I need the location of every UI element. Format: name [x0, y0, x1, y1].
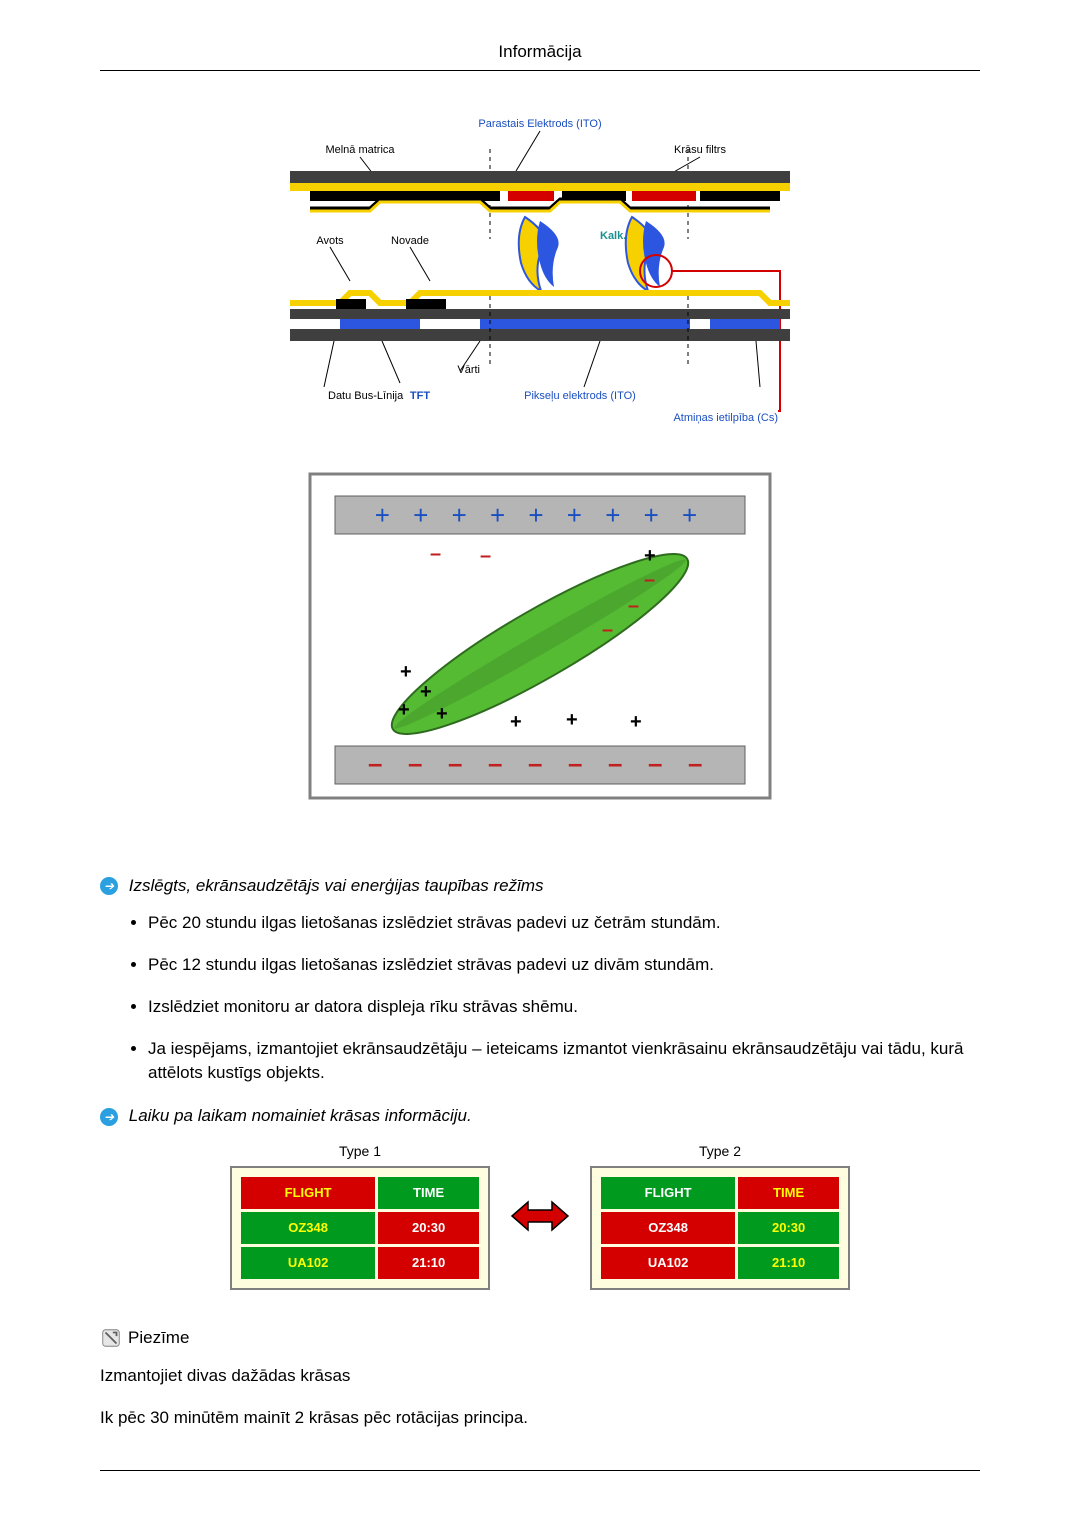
arrow-bullet-icon: ➔	[100, 1108, 118, 1126]
type2-table-frame: FLIGHT TIME OZ348 20:30 UA102 21:10	[590, 1166, 850, 1291]
label-color-filter: Krāsu filtrs	[674, 144, 726, 156]
label-gate: Vārti	[457, 364, 480, 376]
label-common-electrode: Parastais Elektrods (ITO)	[478, 118, 601, 130]
swap-arrow-icon	[510, 1196, 570, 1236]
lc-blob-right	[626, 217, 665, 291]
footer-rule	[100, 1470, 980, 1471]
list-item: Pēc 20 stundu ilgas lietošanas izslēdzie…	[148, 911, 980, 935]
cell: OZ348	[601, 1212, 735, 1244]
list-item: Izslēdziet monitoru ar datora displeja r…	[148, 995, 980, 1019]
th-time: TIME	[378, 1177, 479, 1209]
label-drain: Novade	[391, 235, 429, 247]
svg-text:–: –	[368, 748, 382, 778]
svg-text:–: –	[688, 748, 702, 778]
table-row: FLIGHT TIME	[241, 1177, 479, 1209]
note-icon	[100, 1327, 122, 1349]
label-kalk: Kalk.	[600, 230, 626, 242]
th-flight: FLIGHT	[241, 1177, 375, 1209]
cell: OZ348	[241, 1212, 375, 1244]
color-rotation-tables: Type 1 FLIGHT TIME OZ348 20:30 UA102 21:…	[100, 1142, 980, 1290]
table-row: UA102 21:10	[601, 1247, 839, 1279]
svg-text:+: +	[436, 703, 448, 725]
section-mode-heading: ➔ Izslēgts, ekrānsaudzētājs vai enerģija…	[100, 874, 980, 898]
label-black-matrix: Melnā matrica	[325, 144, 395, 156]
type2-wrap: Type 2 FLIGHT TIME OZ348 20:30 UA102 21:…	[590, 1142, 850, 1290]
label-data-bus: Datu Bus-Līnija	[328, 390, 404, 402]
page-title: Informācija	[498, 42, 581, 61]
list-item: Ja iespējams, izmantojiet ekrānsaudzētāj…	[148, 1037, 980, 1085]
cell: 21:10	[738, 1247, 839, 1279]
section-mode-title: Izslēgts, ekrānsaudzētājs vai enerģijas …	[129, 876, 544, 895]
svg-text:–: –	[628, 595, 639, 617]
svg-text:+: +	[510, 711, 522, 733]
page-header: Informācija	[100, 40, 980, 71]
type1-caption: Type 1	[230, 1142, 490, 1162]
svg-text:–: –	[528, 748, 542, 778]
svg-text:–: –	[430, 543, 441, 565]
table-row: OZ348 20:30	[241, 1212, 479, 1244]
cell: 21:10	[378, 1247, 479, 1279]
svg-text:+: +	[630, 711, 642, 733]
cell: UA102	[241, 1247, 375, 1279]
note-line1: Izmantojiet divas dažādas krāsas	[100, 1364, 980, 1388]
svg-text:–: –	[568, 748, 582, 778]
lc-particle-diagram-svg: + + + + + + + + + ––– ––– ––– – – + – –	[280, 466, 800, 806]
section-color-title: Laiku pa laikam nomainiet krāsas informā…	[129, 1106, 472, 1125]
type1-table-frame: FLIGHT TIME OZ348 20:30 UA102 21:10	[230, 1166, 490, 1291]
svg-text:–: –	[644, 569, 655, 591]
note-line2: Ik pēc 30 minūtēm mainīt 2 krāsas pēc ro…	[100, 1406, 980, 1430]
svg-text:+: +	[400, 661, 412, 683]
type2-table: FLIGHT TIME OZ348 20:30 UA102 21:10	[598, 1174, 842, 1283]
arrow-bullet-icon: ➔	[100, 877, 118, 895]
diagram-tft-cross-section: Parastais Elektrods (ITO) Melnā matrica …	[100, 111, 980, 814]
label-pixel-electrode: Pikseļu elektrods (ITO)	[524, 390, 636, 402]
note-heading: Piezīme	[100, 1326, 980, 1350]
table-row: FLIGHT TIME	[601, 1177, 839, 1209]
label-tft: TFT	[410, 390, 430, 402]
svg-text:–: –	[602, 619, 613, 641]
section-color-heading: ➔ Laiku pa laikam nomainiet krāsas infor…	[100, 1104, 980, 1128]
svg-text:–: –	[480, 545, 491, 567]
type1-table: FLIGHT TIME OZ348 20:30 UA102 21:10	[238, 1174, 482, 1283]
label-storage: Atmiņas ietilpība (Cs)	[673, 412, 778, 424]
svg-text:+: +	[644, 545, 656, 567]
svg-text:–: –	[408, 748, 422, 778]
type1-wrap: Type 1 FLIGHT TIME OZ348 20:30 UA102 21:…	[230, 1142, 490, 1290]
svg-text:–: –	[608, 748, 622, 778]
svg-text:–: –	[488, 748, 502, 778]
top-plate-charge: + + + + + + + + +	[375, 500, 705, 530]
list-item: Pēc 12 stundu ilgas lietošanas izslēdzie…	[148, 953, 980, 977]
svg-text:–: –	[448, 748, 462, 778]
label-source: Avots	[316, 235, 344, 247]
svg-text:–: –	[648, 748, 662, 778]
lc-blob-left	[519, 217, 559, 291]
note-title: Piezīme	[128, 1326, 189, 1350]
svg-text:+: +	[566, 709, 578, 731]
type2-caption: Type 2	[590, 1142, 850, 1162]
svg-text:+: +	[420, 681, 432, 703]
svg-text:+: +	[398, 699, 410, 721]
table-row: UA102 21:10	[241, 1247, 479, 1279]
cell: 20:30	[738, 1212, 839, 1244]
cell: UA102	[601, 1247, 735, 1279]
section-mode-list: Pēc 20 stundu ilgas lietošanas izslēdzie…	[100, 911, 980, 1084]
th-time: TIME	[738, 1177, 839, 1209]
table-row: OZ348 20:30	[601, 1212, 839, 1244]
cell: 20:30	[378, 1212, 479, 1244]
tft-diagram-svg: Parastais Elektrods (ITO) Melnā matrica …	[280, 111, 800, 431]
th-flight: FLIGHT	[601, 1177, 735, 1209]
